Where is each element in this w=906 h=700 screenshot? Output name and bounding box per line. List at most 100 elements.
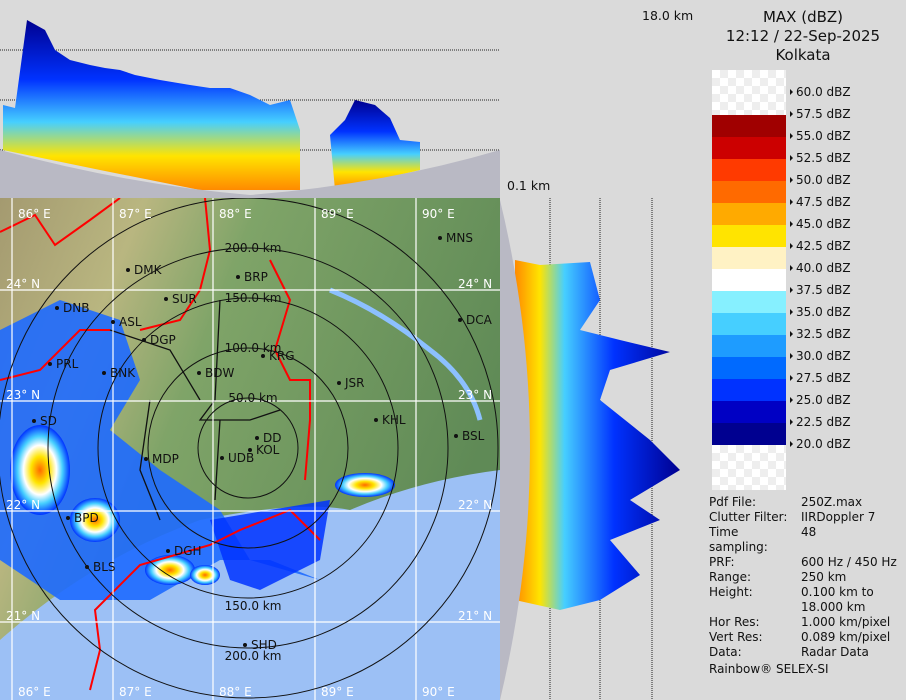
info-value: Radar Data xyxy=(801,645,869,659)
lon-label-bottom: 86° E xyxy=(18,685,51,699)
city-dot xyxy=(32,419,36,423)
product-title: MAX (dBZ) xyxy=(762,8,844,26)
info-row: Data: Radar Data xyxy=(709,645,897,660)
top-cross-section xyxy=(0,20,500,198)
city-dot xyxy=(111,320,115,324)
city-marker: DMK xyxy=(126,263,163,277)
lat-label-left: 24° N xyxy=(6,277,40,291)
city-label: MDP xyxy=(152,452,179,466)
city-dot xyxy=(142,338,146,342)
city-label: SUR xyxy=(172,292,197,306)
city-label: KHL xyxy=(382,413,406,427)
city-label: JSR xyxy=(344,376,365,390)
city-marker: KHL xyxy=(374,413,406,427)
legend-band xyxy=(712,159,786,181)
city-marker: BPD xyxy=(66,511,99,525)
site-name: Kolkata xyxy=(775,46,831,64)
city-label: BSL xyxy=(462,429,485,443)
range-rings xyxy=(0,198,499,699)
city-marker: MNS xyxy=(438,231,473,245)
city-label: MNS xyxy=(446,231,473,245)
echo-profile xyxy=(515,260,680,610)
info-key: Hor Res: xyxy=(709,615,760,629)
lat-label-left: 21° N xyxy=(6,609,40,623)
legend-label: 50.0 dBZ xyxy=(790,173,851,187)
lon-label-bottom: 88° E xyxy=(219,685,252,699)
city-marker: SD xyxy=(32,414,57,428)
legend-label: 55.0 dBZ xyxy=(790,129,851,143)
legend-band xyxy=(712,379,786,401)
city-marker: BRP xyxy=(236,270,268,284)
city-dot xyxy=(55,306,59,310)
city-marker: KRG xyxy=(261,349,295,363)
lon-label-top: 88° E xyxy=(219,207,252,221)
river xyxy=(329,287,483,421)
legend-band xyxy=(712,357,786,379)
legend-label: 47.5 dBZ xyxy=(790,195,851,209)
legend-label: 30.0 dBZ xyxy=(790,349,851,363)
legend-label: 57.5 dBZ xyxy=(790,107,851,121)
lat-label-right: 22° N xyxy=(458,498,492,512)
legend-band xyxy=(712,269,786,291)
ring-label: 50.0 km xyxy=(228,391,277,405)
lon-label-top: 90° E xyxy=(422,207,455,221)
city-label: BDW xyxy=(205,366,234,380)
legend-band xyxy=(712,335,786,357)
city-label: BRP xyxy=(244,270,268,284)
lat-label-right: 23° N xyxy=(458,388,492,402)
legend-label: 60.0 dBZ xyxy=(790,85,851,99)
city-dot xyxy=(236,275,240,279)
info-value: 250 km xyxy=(801,570,847,584)
city-dot xyxy=(197,371,201,375)
legend-band xyxy=(712,423,786,445)
lat-label-right: 21° N xyxy=(458,609,492,623)
lon-label-bottom: 87° E xyxy=(119,685,152,699)
city-marker: BSL xyxy=(454,429,485,443)
legend-title: MAX (dBZ) 12:12 / 22-Sep-2025 Kolkata xyxy=(700,8,906,65)
city-dot xyxy=(66,516,70,520)
lat-label-left: 22° N xyxy=(6,498,40,512)
city-marker: JSR xyxy=(337,376,365,390)
legend-label: 27.5 dBZ xyxy=(790,371,851,385)
city-marker: PRL xyxy=(48,357,79,371)
info-row: Time sampling: 48 xyxy=(709,525,897,555)
ring-label: 150.0 km xyxy=(225,291,282,305)
range-ring xyxy=(47,247,449,649)
info-key: Clutter Filter: xyxy=(709,510,788,524)
info-row: Vert Res: 0.089 km/pixel xyxy=(709,630,897,645)
info-value: 0.100 km to xyxy=(801,585,874,599)
city-marker: UDB xyxy=(220,451,254,465)
coastline xyxy=(89,508,321,691)
city-dot xyxy=(454,434,458,438)
city-marker: DNB xyxy=(55,301,89,315)
info-value: 0.089 km/pixel xyxy=(801,630,891,644)
info-key: Pdf File: xyxy=(709,495,757,509)
city-dot xyxy=(85,565,89,569)
height-bottom-label: 0.1 km xyxy=(507,178,551,193)
city-dot xyxy=(261,354,265,358)
city-label: DGP xyxy=(150,333,176,347)
info-row: 18.000 km xyxy=(709,600,897,615)
legend-band xyxy=(712,137,786,159)
info-row: PRF: 600 Hz / 450 Hz xyxy=(709,555,897,570)
lat-label-right: 24° N xyxy=(458,277,492,291)
info-value: 1.000 km/pixel xyxy=(801,615,891,629)
city-label: DNB xyxy=(63,301,89,315)
legend-no-data-top xyxy=(712,70,786,115)
city-dot xyxy=(220,456,224,460)
city-label: PRL xyxy=(56,357,79,371)
city-marker: KOL xyxy=(248,443,280,457)
city-dot xyxy=(374,418,378,422)
city-dot xyxy=(102,371,106,375)
city-label: SHD xyxy=(251,638,277,652)
city-dot xyxy=(164,297,168,301)
legend-band xyxy=(712,203,786,225)
ring-label: 200.0 km xyxy=(225,649,282,663)
info-row: Pdf File: 250Z.max xyxy=(709,495,897,510)
legend-label: 37.5 dBZ xyxy=(790,283,851,297)
city-dot xyxy=(166,549,170,553)
city-dot xyxy=(255,436,259,440)
echo-profile xyxy=(3,20,300,190)
info-value: 250Z.max xyxy=(801,495,863,509)
